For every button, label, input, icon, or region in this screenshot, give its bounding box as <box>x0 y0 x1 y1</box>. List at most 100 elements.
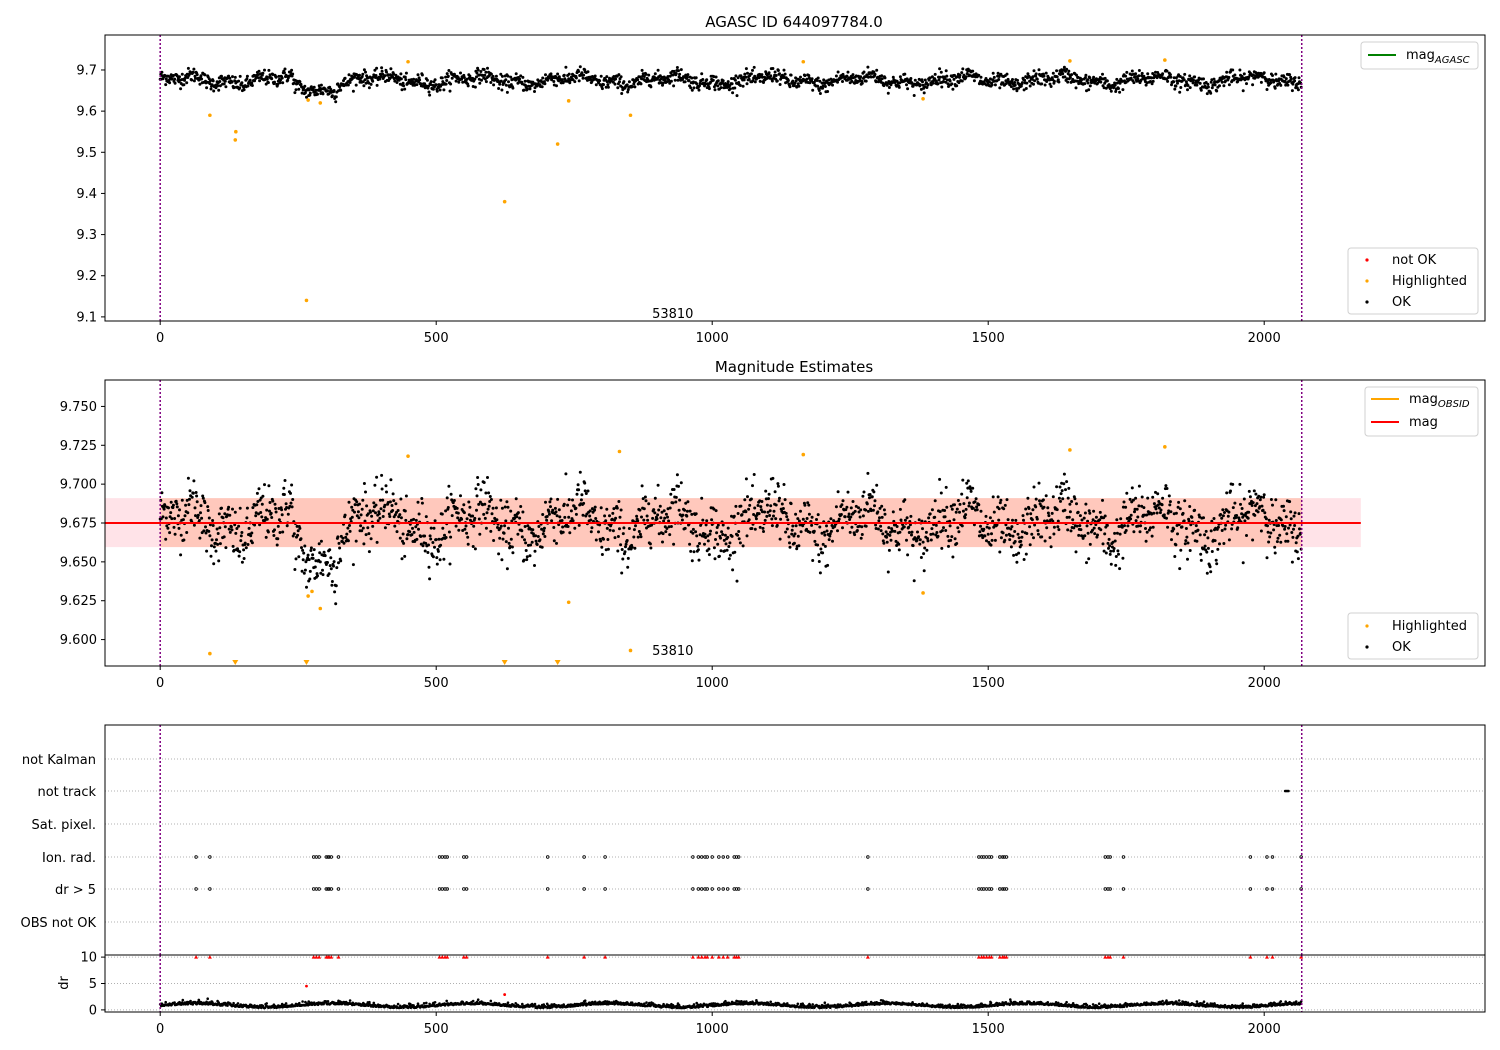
ok-point <box>930 508 934 512</box>
ok-point <box>1166 525 1170 529</box>
ok-point <box>321 573 325 577</box>
ok-point <box>1132 530 1136 534</box>
ok-point <box>1046 511 1050 515</box>
ok-point <box>721 79 725 83</box>
ok-point <box>244 546 248 550</box>
ok-point <box>972 79 976 83</box>
ok-point <box>589 530 593 534</box>
ok-point <box>500 558 504 562</box>
ok-point <box>1176 532 1179 536</box>
ok-point <box>319 83 323 87</box>
ok-point <box>457 528 461 532</box>
ok-point <box>1136 77 1140 81</box>
ok-point <box>866 509 870 513</box>
ok-point <box>428 93 432 97</box>
ok-point <box>754 517 758 521</box>
ion-rad-marker <box>989 855 994 859</box>
ok-point <box>606 547 610 551</box>
ok-point <box>218 84 222 88</box>
ok-point <box>605 507 609 511</box>
ok-point <box>404 518 408 522</box>
ok-point <box>177 526 181 530</box>
ok-point <box>261 494 265 498</box>
ok-point <box>564 65 568 69</box>
ok-point <box>747 77 751 81</box>
ok-point <box>1154 70 1157 74</box>
ok-point <box>417 512 421 516</box>
ok-point <box>918 83 922 87</box>
ok-point <box>694 76 698 80</box>
ok-point <box>555 84 558 88</box>
ok-point <box>853 533 857 537</box>
y-tick-label: 9.7 <box>76 63 97 78</box>
ok-point <box>636 78 640 82</box>
ok-point <box>921 540 925 544</box>
ion-rad-marker <box>464 855 469 859</box>
ok-point <box>936 82 940 86</box>
ok-point <box>164 537 168 541</box>
legend-highlighted-marker <box>1365 624 1369 628</box>
ok-point <box>1164 484 1168 488</box>
ok-point <box>384 484 388 488</box>
ion-rad-marker <box>1103 855 1107 859</box>
ok-point <box>1202 516 1205 520</box>
ok-point <box>237 554 241 558</box>
ok-point <box>437 537 441 541</box>
ok-point <box>272 534 276 537</box>
ok-point <box>861 514 865 518</box>
ok-point <box>429 526 433 530</box>
ok-point <box>326 89 329 93</box>
ok-point <box>1174 511 1178 515</box>
ok-point <box>938 67 942 71</box>
ok-point <box>760 75 764 79</box>
ok-point <box>855 529 859 532</box>
ok-point <box>404 78 408 82</box>
ok-point <box>338 85 342 89</box>
ok-point <box>511 551 515 555</box>
ok-point <box>1067 69 1071 73</box>
ok-point <box>473 547 477 551</box>
ok-point <box>505 500 509 504</box>
ok-point <box>483 502 487 506</box>
dr-point <box>236 1002 240 1005</box>
ok-point <box>1046 506 1050 510</box>
ok-point <box>346 539 350 543</box>
ok-point <box>1043 539 1047 543</box>
ok-point <box>822 530 826 534</box>
ok-point <box>794 76 798 80</box>
ok-point <box>949 538 953 542</box>
ok-point <box>186 511 190 515</box>
ok-point <box>248 78 252 82</box>
ok-point <box>963 516 967 520</box>
ok-point <box>695 534 699 538</box>
ok-point <box>253 79 257 83</box>
ok-point <box>1028 84 1032 88</box>
ok-point <box>560 519 564 522</box>
ok-point <box>460 77 464 81</box>
ok-point <box>880 515 884 519</box>
ok-point <box>1025 81 1029 85</box>
ok-point <box>876 510 880 514</box>
ok-point <box>726 80 730 84</box>
ok-point <box>789 502 793 506</box>
ok-point <box>445 72 449 76</box>
ok-point <box>720 530 724 534</box>
ok-point <box>745 534 749 538</box>
ok-point <box>371 509 375 513</box>
ok-point <box>974 497 978 501</box>
dr-gt-5-marker <box>329 887 334 891</box>
ok-point <box>385 490 388 494</box>
ok-point <box>638 508 642 512</box>
ok-point <box>1210 550 1214 553</box>
ok-point <box>1002 507 1006 511</box>
ok-point <box>1282 509 1286 513</box>
ok-point <box>793 532 797 536</box>
ok-point <box>1109 89 1113 93</box>
ok-point <box>883 76 887 80</box>
ok-point <box>201 494 205 498</box>
ok-point <box>967 504 971 508</box>
ok-point <box>317 542 321 546</box>
ok-point <box>1231 482 1235 486</box>
ok-point <box>486 66 489 70</box>
ok-point <box>895 525 899 528</box>
